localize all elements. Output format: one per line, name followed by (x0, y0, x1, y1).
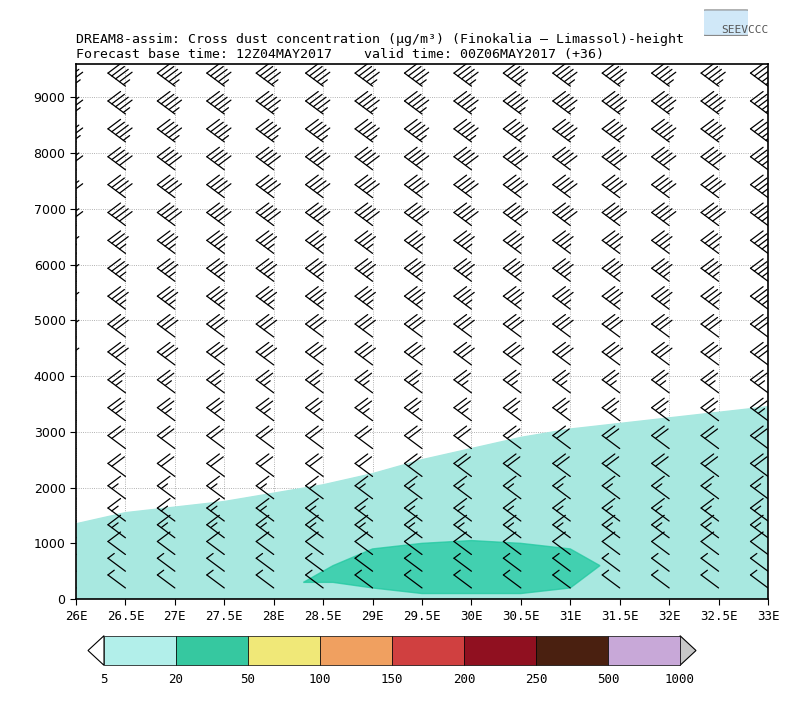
Polygon shape (680, 636, 696, 665)
Text: 150: 150 (381, 673, 403, 686)
Text: 250: 250 (525, 673, 547, 686)
Bar (320, 636, 392, 665)
Text: 200: 200 (453, 673, 475, 686)
Text: 1000: 1000 (665, 673, 695, 686)
Bar (536, 636, 608, 665)
Polygon shape (88, 636, 104, 665)
Text: DREAM8-assim: Cross dust concentration (μg/m³) (Finokalia – Limassol)-height
For: DREAM8-assim: Cross dust concentration (… (76, 33, 684, 61)
FancyBboxPatch shape (699, 10, 752, 35)
Bar (176, 636, 248, 665)
Bar (248, 636, 320, 665)
Bar (104, 636, 176, 665)
Text: SEEVCCC: SEEVCCC (721, 26, 768, 35)
Polygon shape (76, 407, 768, 599)
Bar (464, 636, 536, 665)
Text: 20: 20 (169, 673, 183, 686)
Text: 100: 100 (309, 673, 331, 686)
Bar (392, 636, 464, 665)
Polygon shape (303, 540, 600, 593)
Text: 5: 5 (100, 673, 108, 686)
Text: 50: 50 (241, 673, 255, 686)
Text: 500: 500 (597, 673, 619, 686)
Bar (608, 636, 680, 665)
